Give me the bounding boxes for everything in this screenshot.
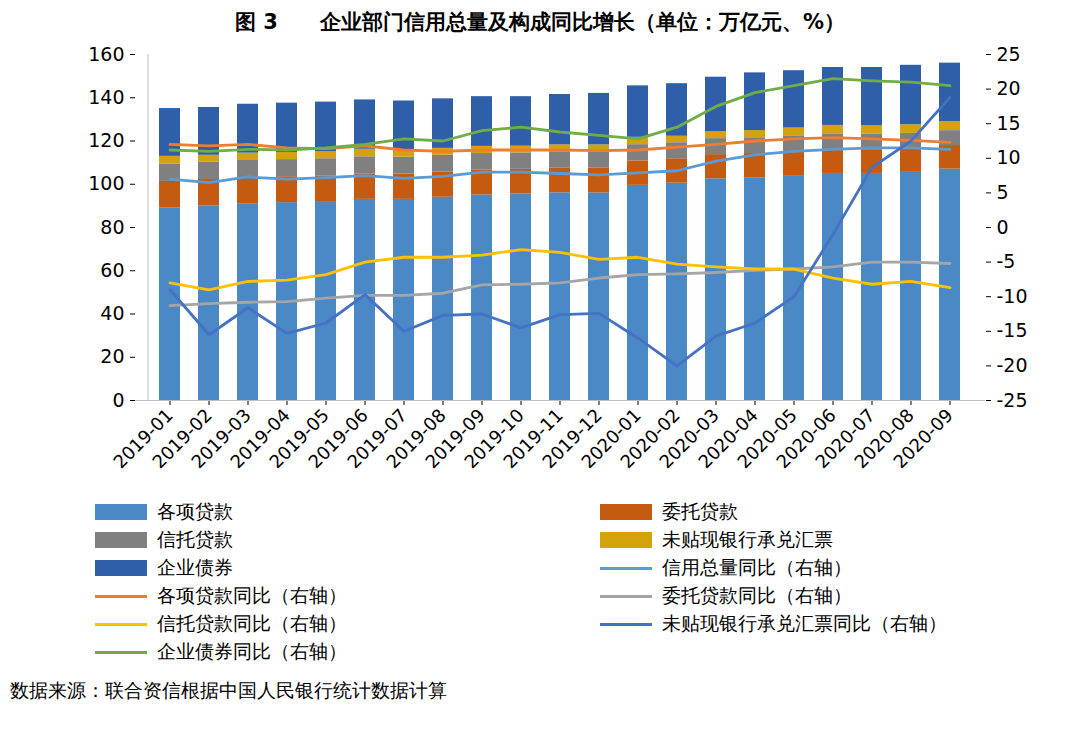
svg-text:80: 80 — [100, 216, 124, 238]
svg-text:2020-01: 2020-01 — [576, 404, 645, 473]
svg-text:-10: -10 — [997, 285, 1028, 307]
svg-text:-15: -15 — [997, 319, 1028, 341]
html-text:信托贷款: 信托贷款 — [157, 528, 233, 550]
svg-text:2019-08: 2019-08 — [381, 404, 450, 473]
html-text:委托贷款: 委托贷款 — [662, 500, 738, 522]
svg-text:2020-05: 2020-05 — [732, 404, 801, 473]
svg-text:2020-03: 2020-03 — [654, 404, 723, 473]
html-text:数据来源：联合资信根据中国人民银行统计数据计算: 数据来源：联合资信根据中国人民银行统计数据计算 — [10, 679, 447, 701]
svg-text:20: 20 — [997, 77, 1021, 99]
svg-text:160: 160 — [88, 43, 124, 65]
html-text:企业债券同比（右轴）: 企业债券同比（右轴） — [157, 640, 347, 662]
svg-text:2020-02: 2020-02 — [615, 404, 684, 473]
svg-text:2019-11: 2019-11 — [498, 404, 567, 473]
svg-text:40: 40 — [100, 302, 124, 324]
svg-text:120: 120 — [88, 129, 124, 151]
svg-text:5: 5 — [997, 181, 1009, 203]
svg-text:2020-06: 2020-06 — [771, 404, 840, 473]
svg-text:-20: -20 — [997, 354, 1028, 376]
svg-text:-25: -25 — [997, 389, 1028, 411]
svg-text:2019-07: 2019-07 — [342, 404, 411, 473]
svg-text:25: 25 — [997, 43, 1021, 65]
svg-text:2019-06: 2019-06 — [303, 404, 372, 473]
svg-text:2020-07: 2020-07 — [810, 404, 879, 473]
svg-text:2019-12: 2019-12 — [537, 404, 606, 473]
html-text:信用总量同比（右轴）: 信用总量同比（右轴） — [662, 556, 852, 578]
html-text:信托贷款同比（右轴）: 信托贷款同比（右轴） — [157, 612, 347, 634]
html-text:企业债券: 企业债券 — [157, 556, 233, 578]
html-text:委托贷款同比（右轴）: 委托贷款同比（右轴） — [662, 584, 852, 606]
svg-text:2019-02: 2019-02 — [147, 404, 216, 473]
svg-text:2020-04: 2020-04 — [693, 404, 762, 473]
svg-text:2019-01: 2019-01 — [108, 404, 177, 473]
html-text:各项贷款同比（右轴）: 各项贷款同比（右轴） — [157, 584, 347, 606]
html-text:未贴现银行承兑汇票同比（右轴）: 未贴现银行承兑汇票同比（右轴） — [662, 612, 947, 634]
html-text:各项贷款: 各项贷款 — [157, 500, 233, 522]
svg-text:2020-08: 2020-08 — [849, 404, 918, 473]
svg-text:2020-09: 2020-09 — [889, 404, 957, 472]
svg-text:0: 0 — [997, 216, 1009, 238]
svg-text:2019-09: 2019-09 — [420, 404, 489, 473]
svg-text:0: 0 — [112, 389, 124, 411]
html-text:图 3 企业部门信用总量及构成同比增长（单位：万亿元、%）: 图 3 企业部门信用总量及构成同比增长（单位：万亿元、%） — [235, 10, 845, 34]
svg-text:140: 140 — [88, 86, 124, 108]
svg-text:2019-03: 2019-03 — [186, 404, 255, 473]
svg-text:60: 60 — [100, 259, 124, 281]
svg-text:2019-04: 2019-04 — [225, 404, 294, 473]
svg-text:2019-05: 2019-05 — [264, 404, 333, 473]
svg-text:10: 10 — [997, 146, 1021, 168]
svg-text:-5: -5 — [997, 250, 1016, 272]
svg-text:20: 20 — [100, 345, 124, 367]
svg-text:15: 15 — [997, 112, 1021, 134]
svg-text:2019-10: 2019-10 — [459, 404, 528, 473]
svg-text:100: 100 — [88, 172, 124, 194]
html-text:未贴现银行承兑汇票: 未贴现银行承兑汇票 — [662, 528, 833, 550]
